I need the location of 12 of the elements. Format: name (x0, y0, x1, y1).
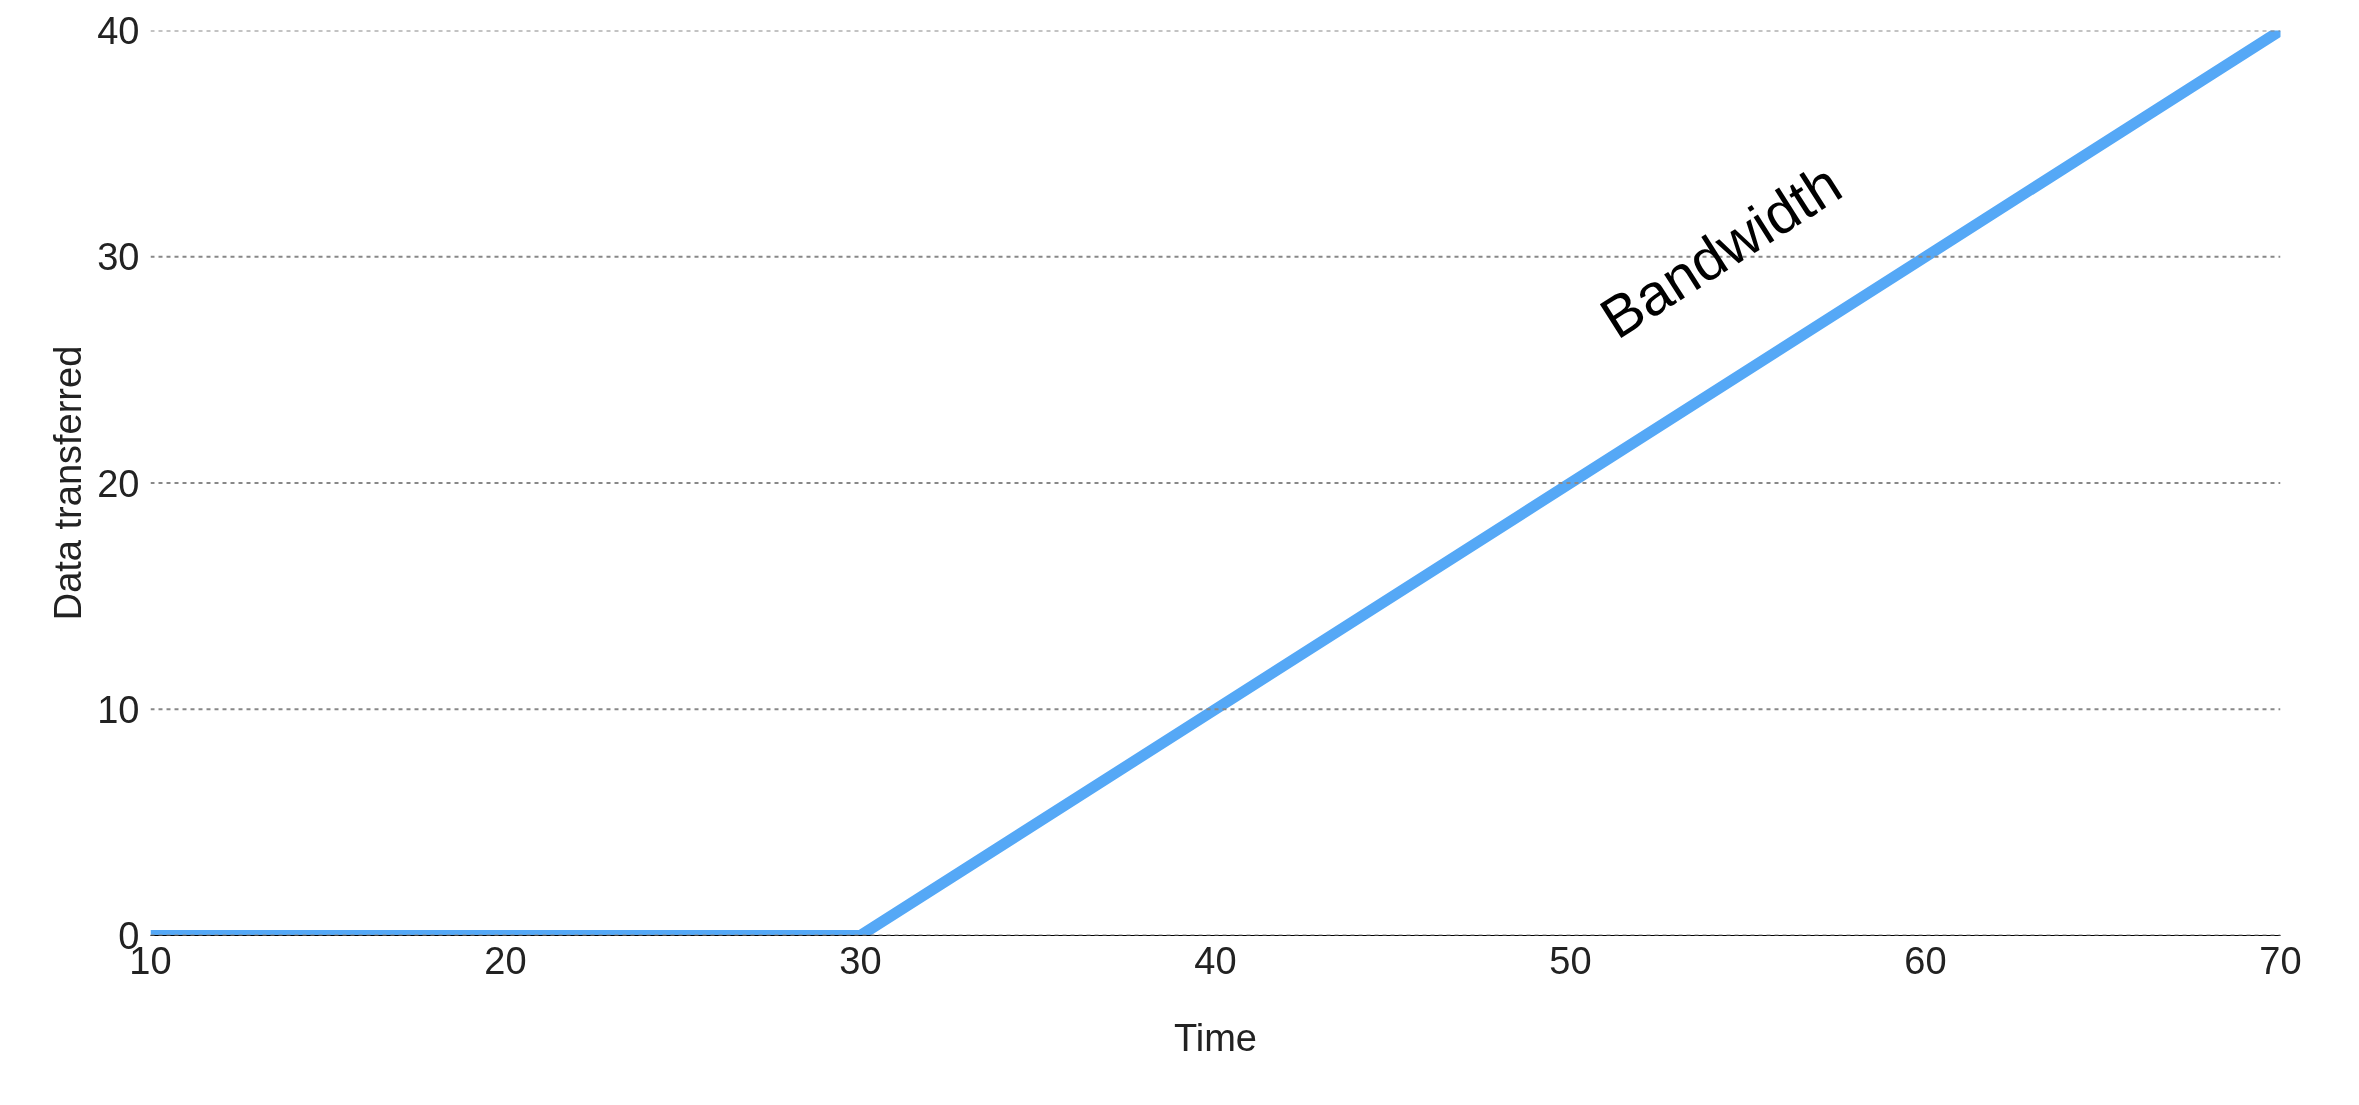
y-tick-label: 10 (97, 688, 140, 731)
y-axis-title: Data transferred (47, 345, 90, 621)
x-tick-label: 30 (839, 939, 882, 982)
x-tick-label: 70 (2259, 939, 2302, 982)
x-tick-label: 20 (484, 939, 527, 982)
x-axis-title: Time (1173, 1016, 1258, 1059)
y-tick-label: 20 (97, 462, 140, 505)
y-tick-label: 30 (97, 236, 140, 279)
x-tick-label: 50 (1549, 939, 1592, 982)
y-tick-label: 40 (97, 10, 140, 52)
x-tick-label: 40 (1194, 939, 1237, 982)
x-tick-label: 60 (1904, 939, 1947, 982)
